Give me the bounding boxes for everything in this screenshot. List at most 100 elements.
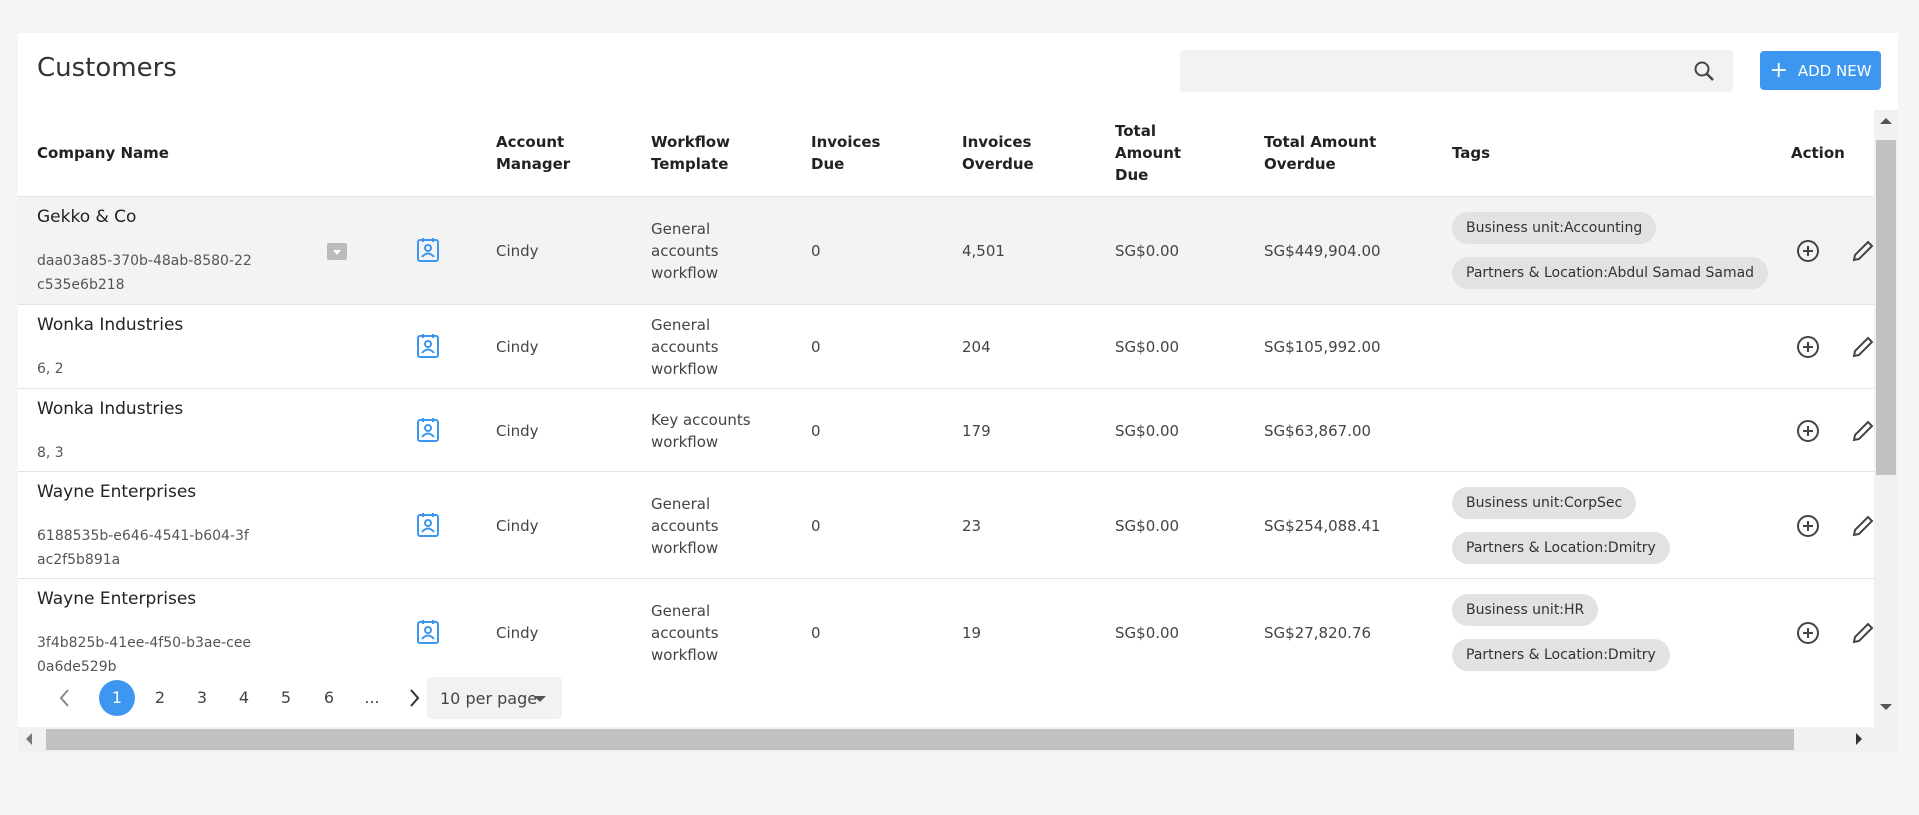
workflow: General accounts workflow bbox=[651, 305, 756, 389]
total-overdue: SG$254,088.41 bbox=[1264, 472, 1434, 579]
total-overdue-text: SG$449,904.00 bbox=[1264, 242, 1381, 260]
prev-page[interactable] bbox=[52, 685, 78, 711]
tag[interactable]: Partners & Location:Abdul Samad Samad bbox=[1452, 257, 1769, 289]
total-overdue-text: SG$63,867.00 bbox=[1264, 421, 1372, 440]
column-header-label: Invoices Overdue bbox=[962, 133, 1034, 173]
add-new-button[interactable]: + ADD NEW bbox=[1760, 51, 1881, 90]
invoices-due-text: 0 bbox=[811, 421, 821, 440]
company-id: 8, 3 bbox=[37, 445, 64, 461]
total-overdue: SG$63,867.00 bbox=[1264, 389, 1434, 472]
dropdown-arrow bbox=[534, 696, 546, 702]
add-new-label: ADD NEW bbox=[1797, 61, 1872, 80]
column-header: Total Amount Due bbox=[1115, 110, 1185, 196]
add-action[interactable] bbox=[1795, 238, 1821, 264]
invoices-due: 0 bbox=[811, 579, 881, 671]
tag[interactable]: Partners & Location:Dmitry bbox=[1452, 639, 1670, 671]
add-action[interactable] bbox=[1795, 513, 1821, 539]
plus-icon: + bbox=[1769, 58, 1788, 83]
total-due-text: SG$0.00 bbox=[1115, 242, 1180, 260]
page-number[interactable]: ... bbox=[364, 688, 380, 707]
scroll-right[interactable] bbox=[1854, 733, 1864, 745]
contact-icon[interactable] bbox=[415, 417, 441, 443]
page-number[interactable]: 2 bbox=[154, 688, 166, 707]
h-scroll-thumb[interactable] bbox=[46, 729, 1794, 750]
tag[interactable]: Business unit:CorpSec bbox=[1452, 487, 1637, 519]
invoices-overdue: 23 bbox=[962, 472, 1042, 579]
total-due-text: SG$0.00 bbox=[1115, 421, 1180, 440]
invoices-overdue-text: 19 bbox=[962, 623, 982, 642]
total-due: SG$0.00 bbox=[1115, 389, 1235, 472]
table-row: Wayne Enterprises 6188535b-e646-4541-b604… bbox=[18, 471, 1874, 579]
invoices-due-text: 0 bbox=[811, 338, 821, 356]
contact-icon[interactable] bbox=[415, 619, 441, 645]
page-number[interactable]: 1 bbox=[99, 680, 135, 716]
column-header: Action bbox=[1791, 110, 1871, 196]
tag[interactable]: Business unit:Accounting bbox=[1452, 212, 1657, 244]
edit-action[interactable] bbox=[1850, 238, 1874, 264]
invoices-overdue-text: 204 bbox=[962, 338, 991, 356]
workflow-text: General accounts workflow bbox=[651, 220, 719, 282]
manager: Cindy bbox=[496, 197, 576, 305]
edit-action[interactable] bbox=[1850, 334, 1874, 360]
company-name[interactable]: Wayne Enterprises bbox=[37, 589, 197, 609]
invoices-overdue: 4,501 bbox=[962, 197, 1042, 305]
horizontal-scrollbar[interactable] bbox=[18, 727, 1874, 752]
column-header-label: Total Amount Overdue bbox=[1264, 133, 1377, 173]
workflow: General accounts workflow bbox=[651, 197, 756, 305]
column-header: Company Name bbox=[37, 110, 237, 196]
search-icon bbox=[1694, 61, 1714, 81]
page-number[interactable]: 6 bbox=[323, 688, 335, 707]
customers-card: Customers + ADD NEW Company Name Account M… bbox=[18, 33, 1898, 752]
edit-action[interactable] bbox=[1850, 513, 1874, 539]
page-number[interactable]: 3 bbox=[196, 688, 208, 707]
add-action[interactable] bbox=[1795, 334, 1821, 360]
manager-text: Cindy bbox=[496, 242, 539, 260]
vertical-scrollbar[interactable] bbox=[1874, 110, 1898, 752]
manager-text: Cindy bbox=[496, 623, 539, 642]
manager: Cindy bbox=[496, 472, 576, 579]
table-row: Wonka Industries 6, 2 Cindy General account… bbox=[18, 304, 1874, 389]
total-due: SG$0.00 bbox=[1115, 197, 1235, 305]
archive-icon[interactable] bbox=[325, 239, 351, 265]
edit-action[interactable] bbox=[1850, 620, 1874, 646]
scroll-left[interactable] bbox=[24, 733, 34, 745]
add-action[interactable] bbox=[1795, 620, 1821, 646]
workflow: General accounts workflow bbox=[651, 472, 756, 579]
workflow-text: General accounts workflow bbox=[651, 316, 719, 378]
per-page-select[interactable]: 10 per page bbox=[427, 677, 562, 719]
column-header-label: Total Amount Due bbox=[1115, 122, 1182, 184]
contact-icon[interactable] bbox=[415, 333, 441, 359]
company-id: 6, 2 bbox=[37, 361, 64, 377]
contact-icon[interactable] bbox=[415, 237, 441, 263]
column-header: Invoices Due bbox=[811, 110, 881, 196]
workflow-text: General accounts workflow bbox=[651, 601, 719, 664]
company-name[interactable]: Wonka Industries bbox=[37, 399, 184, 419]
per-page-label: 10 per page bbox=[440, 688, 538, 708]
company-name[interactable]: Wonka Industries bbox=[37, 315, 184, 335]
contact-icon[interactable] bbox=[415, 512, 441, 538]
column-header-label: Action bbox=[1791, 144, 1845, 162]
tag[interactable]: Business unit:HR bbox=[1452, 594, 1599, 626]
edit-action[interactable] bbox=[1850, 418, 1874, 444]
invoices-due: 0 bbox=[811, 389, 881, 472]
table-header: Company Name Account Manager Workflow Temp… bbox=[18, 110, 1874, 196]
scroll-down[interactable] bbox=[1880, 702, 1892, 712]
search-box[interactable] bbox=[1180, 50, 1733, 92]
tag[interactable]: Partners & Location:Dmitry bbox=[1452, 532, 1670, 564]
scroll-up[interactable] bbox=[1880, 116, 1892, 126]
scroll-thumb[interactable] bbox=[1876, 140, 1896, 475]
manager-text: Cindy bbox=[496, 516, 539, 535]
next-page[interactable] bbox=[401, 685, 427, 711]
invoices-overdue-text: 179 bbox=[962, 421, 991, 440]
invoices-overdue: 204 bbox=[962, 305, 1042, 389]
pagination: 1 2 3 4 5 6... 10 per page bbox=[18, 673, 1874, 723]
company-name[interactable]: Wayne Enterprises bbox=[37, 482, 197, 502]
invoices-overdue: 179 bbox=[962, 389, 1042, 472]
page-number[interactable]: 4 bbox=[238, 688, 250, 707]
manager-text: Cindy bbox=[496, 338, 539, 356]
page-number[interactable]: 5 bbox=[280, 688, 292, 707]
total-overdue-text: SG$105,992.00 bbox=[1264, 338, 1381, 356]
add-action[interactable] bbox=[1795, 418, 1821, 444]
company-name[interactable]: Gekko & Co bbox=[37, 207, 137, 227]
